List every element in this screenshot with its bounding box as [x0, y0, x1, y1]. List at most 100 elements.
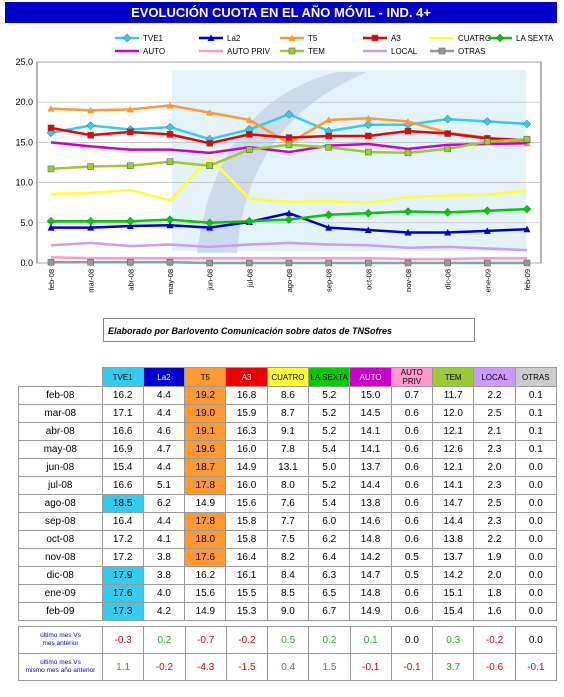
legend-marker-a3: [371, 34, 379, 42]
table-cell: 5.2: [308, 476, 351, 495]
data-table: TVE1 La2 T5 A3 CUATRO LA SEXTA AUTO AUTO PRIV TE…: [18, 367, 558, 621]
summary-cell: 0.1: [349, 626, 392, 654]
table-row: may-08 16.9 4.7 19.6 16.0 7.8 5.4 14.1 0.6 12.6 2.…: [18, 440, 558, 459]
data-point-la-sexta: [244, 216, 254, 226]
summary-cell: -0.2: [143, 653, 186, 681]
summary-cell: -0.2: [473, 626, 516, 654]
series-line-auto: [50, 141, 528, 155]
data-point-la2: [87, 224, 95, 231]
x-tick-label: mar-08: [87, 269, 96, 293]
table-cell: 14.7: [349, 566, 392, 585]
table-cell: 7.7: [266, 512, 310, 531]
table-cell: 0.6: [390, 584, 434, 603]
legend: TVE1 La2 T5 A3 CUATRO LA SEXTA AUTO AUTO PRIV TE…: [115, 33, 554, 56]
table-cell: 0.0: [514, 476, 558, 495]
table-cell: 17.3: [101, 602, 144, 621]
table-cell: 0.0: [514, 512, 558, 531]
table-cell: 19.2: [184, 386, 227, 405]
table-cell: 0.0: [514, 548, 558, 567]
line-chart: TVE1 La2 T5 A3 CUATRO LA SEXTA AUTO AUTO PRIV TE…: [15, 33, 554, 294]
data-point-a3: [444, 130, 451, 137]
table-cell: 2.0: [473, 566, 516, 585]
data-point-t5: [404, 117, 412, 125]
data-point-tem: [404, 149, 412, 157]
table-cell: 19.6: [184, 440, 227, 459]
data-point-a3: [404, 127, 412, 135]
table-cell: 0.7: [390, 386, 434, 405]
table-cell: 16.3: [225, 422, 268, 441]
legend-label-t5: T5: [308, 34, 318, 43]
table-cell: 0.0: [514, 566, 558, 585]
legend-marker-otras: [438, 47, 446, 55]
table-cell: 0.0: [514, 494, 558, 513]
column-header: T5: [184, 367, 227, 387]
table-cell: 4.0: [142, 584, 186, 603]
table-row: ago-08 18.5 6.2 14.9 15.6 7.6 5.4 13.8 0.6 14.7 2.…: [18, 494, 558, 513]
data-point-tem: [523, 135, 531, 143]
table-cell: 15.5: [225, 584, 268, 603]
table-row: jun-08 15.4 4.4 18.7 14.9 13.1 5.0 13.7 0.6 12.1 2…: [18, 458, 558, 477]
data-point-t5: [126, 105, 134, 113]
table-cell: 17.8: [184, 512, 227, 531]
table-row: nov-08 17.2 3.8 17.6 16.4 8.2 6.4 14.2 0.5 13.7 1.…: [18, 548, 558, 567]
summary-cell: 0.2: [308, 626, 351, 654]
data-point-la2: [404, 228, 412, 236]
summary-cell: -0.1: [514, 653, 558, 681]
table-cell: 5.2: [308, 386, 351, 405]
table-cell: 17.6: [101, 584, 144, 603]
data-point-otras: [47, 258, 55, 266]
y-tick-label: 0.0: [20, 258, 33, 268]
data-point-a3: [246, 131, 253, 138]
table-cell: 2.3: [473, 440, 516, 459]
column-header: OTRAS: [514, 367, 558, 387]
data-point-la2: [444, 228, 452, 236]
table-row: dic-08 17.9 3.8 16.2 16.1 8.4 6.3 14.7 0.5 14.2 2.…: [18, 566, 558, 585]
table-cell: 16.1: [225, 566, 268, 585]
table-cell: 4.7: [142, 440, 186, 459]
legend-label-la2: La2: [227, 34, 241, 43]
table-cell: 11.7: [431, 386, 475, 405]
table-cell: 13.7: [431, 548, 475, 567]
x-tick-label: ago-08: [285, 269, 294, 292]
data-point-a3: [166, 131, 174, 138]
table-cell: 0.1: [514, 386, 558, 405]
data-point-otras: [246, 259, 253, 267]
summary-label: último mes Vs mes anterior: [18, 626, 103, 654]
data-point-t5: [47, 105, 55, 112]
background-swoosh: [197, 72, 367, 253]
table-cell: 0.6: [390, 530, 434, 549]
table-cell: 16.4: [101, 512, 144, 531]
table-row: sep-08 16.4 4.4 17.8 15.8 7.7 6.0 14.6 0.6 14.4 2.…: [18, 512, 558, 531]
summary-cell: -1.5: [225, 653, 269, 681]
table-cell: 6.2: [308, 530, 351, 549]
table-cell: 15.1: [431, 584, 475, 603]
x-tick-label: ene-09: [483, 269, 492, 292]
table-cell: 0.1: [514, 404, 558, 423]
summary-cell: 0.0: [390, 626, 434, 654]
y-tick-label: 20.0: [15, 97, 33, 107]
data-point-tem: [166, 158, 174, 165]
table-cell: 14.4: [349, 476, 392, 495]
table-header-row: TVE1 La2 T5 A3 CUATRO LA SEXTA AUTO AUTO PRIV TE…: [19, 367, 558, 387]
table-cell: 16.9: [101, 440, 144, 459]
table-cell: 6.3: [308, 566, 351, 585]
table-cell: 0.6: [390, 458, 434, 477]
table-cell: 14.7: [431, 494, 475, 513]
table-cell: 16.6: [101, 422, 144, 441]
table-cell: 12.1: [431, 422, 475, 441]
x-tick-label: jun-08: [206, 269, 215, 291]
data-point-la-sexta: [482, 206, 492, 216]
table-cell: 0.6: [390, 404, 434, 423]
table-cell: 9.0: [266, 602, 310, 621]
table-cell: 6.4: [308, 548, 351, 567]
table-cell: 15.0: [349, 386, 392, 405]
summary-cell: 1.1: [101, 653, 145, 681]
chart-title: EVOLUCIÓN CUOTA EN EL AÑO MÓVIL - IND. 4…: [5, 2, 557, 23]
table-cell: 15.4: [101, 458, 144, 477]
table-cell: 15.8: [225, 530, 268, 549]
data-point-tem: [127, 162, 134, 169]
table-cell: 2.2: [473, 530, 516, 549]
summary-cell: -0.3: [101, 626, 145, 654]
table-cell: 6.2: [142, 494, 186, 513]
table-cell: 18.7: [184, 458, 227, 477]
